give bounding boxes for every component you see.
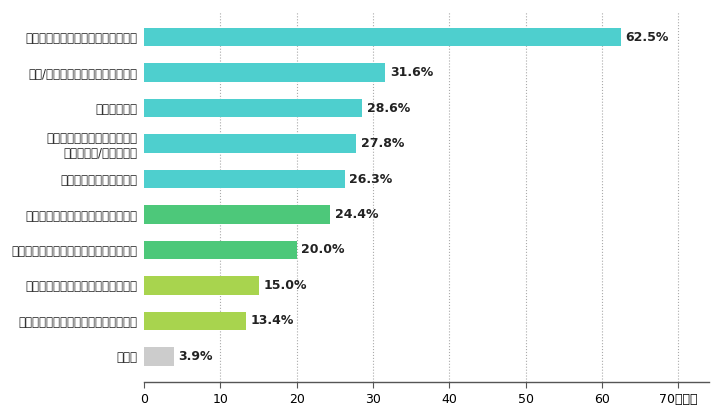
- Bar: [144, 28, 621, 46]
- Text: 27.8%: 27.8%: [361, 137, 404, 150]
- Bar: [144, 99, 362, 117]
- Text: 26.3%: 26.3%: [349, 173, 392, 186]
- Text: 15.0%: 15.0%: [263, 279, 307, 292]
- Bar: [144, 63, 385, 82]
- Bar: [144, 134, 356, 153]
- Text: 20.0%: 20.0%: [301, 244, 345, 256]
- Bar: [144, 241, 297, 259]
- Text: 13.4%: 13.4%: [251, 314, 294, 327]
- Text: 3.9%: 3.9%: [179, 350, 213, 363]
- Bar: [144, 205, 330, 224]
- Text: 62.5%: 62.5%: [626, 31, 669, 44]
- Text: 31.6%: 31.6%: [390, 66, 433, 79]
- Text: 24.4%: 24.4%: [335, 208, 379, 221]
- Text: 28.6%: 28.6%: [367, 102, 410, 115]
- Bar: [144, 311, 246, 330]
- Bar: [144, 347, 174, 366]
- Bar: [144, 170, 345, 188]
- Bar: [144, 276, 258, 295]
